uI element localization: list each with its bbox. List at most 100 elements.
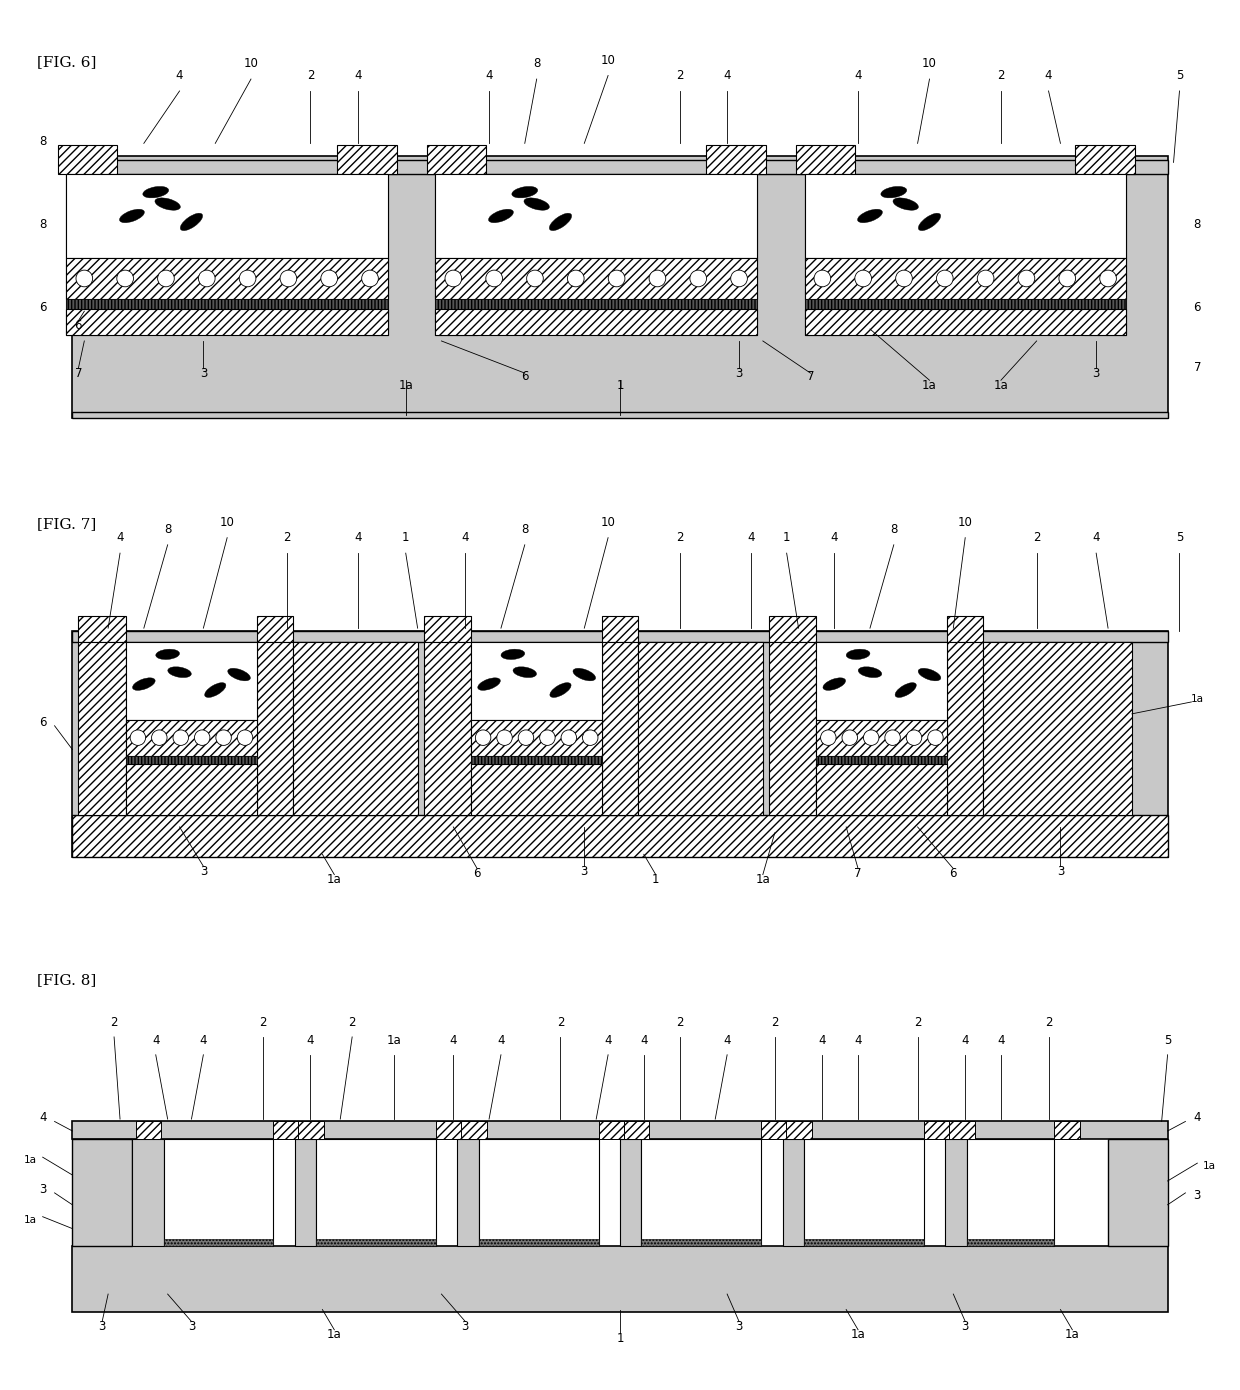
Circle shape bbox=[1018, 270, 1034, 286]
Circle shape bbox=[475, 730, 491, 745]
Circle shape bbox=[497, 730, 512, 745]
Bar bbox=[624, 1122, 650, 1140]
Circle shape bbox=[906, 730, 921, 745]
Bar bbox=[78, 616, 126, 642]
Bar bbox=[126, 720, 257, 756]
Ellipse shape bbox=[167, 667, 191, 677]
Bar bbox=[72, 815, 1168, 856]
Circle shape bbox=[195, 730, 210, 745]
Bar bbox=[479, 1240, 599, 1247]
Bar bbox=[1109, 1140, 1168, 1247]
Ellipse shape bbox=[513, 667, 537, 677]
Circle shape bbox=[445, 270, 461, 286]
Bar bbox=[57, 145, 117, 174]
Text: 2: 2 bbox=[306, 70, 314, 82]
Text: 4: 4 bbox=[306, 1034, 314, 1047]
Bar bbox=[707, 145, 766, 174]
Text: 3: 3 bbox=[187, 1319, 195, 1333]
Circle shape bbox=[928, 730, 944, 745]
Bar bbox=[72, 1140, 131, 1247]
Circle shape bbox=[76, 270, 93, 286]
Text: 4: 4 bbox=[723, 70, 730, 82]
Bar bbox=[816, 756, 947, 765]
Circle shape bbox=[649, 270, 666, 286]
Circle shape bbox=[1100, 270, 1116, 286]
Bar bbox=[435, 174, 477, 335]
Text: 4: 4 bbox=[818, 1034, 826, 1047]
Text: 4: 4 bbox=[831, 531, 838, 545]
Text: 2: 2 bbox=[997, 70, 1004, 82]
Ellipse shape bbox=[205, 682, 226, 698]
Text: 6: 6 bbox=[1194, 302, 1202, 314]
Text: 1: 1 bbox=[616, 378, 624, 392]
Text: 3: 3 bbox=[1194, 1188, 1202, 1202]
Bar bbox=[804, 1240, 924, 1247]
Ellipse shape bbox=[525, 197, 549, 210]
Ellipse shape bbox=[823, 678, 846, 691]
Bar bbox=[471, 756, 603, 765]
Bar bbox=[78, 642, 126, 815]
Text: 3: 3 bbox=[735, 367, 743, 379]
Text: 2: 2 bbox=[676, 1016, 683, 1029]
Bar bbox=[816, 642, 947, 720]
Text: 8: 8 bbox=[164, 523, 171, 537]
Text: 8: 8 bbox=[521, 523, 528, 537]
Circle shape bbox=[560, 730, 577, 745]
Ellipse shape bbox=[895, 682, 916, 698]
Ellipse shape bbox=[156, 649, 180, 659]
Bar bbox=[72, 160, 1168, 174]
Circle shape bbox=[239, 270, 255, 286]
Text: 6: 6 bbox=[38, 302, 46, 314]
Text: 4: 4 bbox=[854, 70, 862, 82]
Bar bbox=[67, 174, 108, 335]
Text: 6: 6 bbox=[521, 370, 528, 384]
Circle shape bbox=[198, 270, 215, 286]
Bar bbox=[72, 631, 1168, 856]
Circle shape bbox=[362, 270, 378, 286]
Bar bbox=[126, 642, 257, 720]
Bar bbox=[316, 1240, 436, 1247]
Text: 1a: 1a bbox=[1203, 1161, 1215, 1172]
Text: 1a: 1a bbox=[993, 378, 1008, 392]
Bar bbox=[947, 642, 983, 815]
Bar bbox=[641, 1240, 761, 1247]
Text: 10: 10 bbox=[923, 57, 937, 70]
Ellipse shape bbox=[573, 669, 595, 681]
Bar bbox=[298, 1122, 324, 1140]
Bar bbox=[967, 1240, 1054, 1247]
Bar bbox=[1075, 145, 1135, 174]
Bar bbox=[337, 145, 397, 174]
Bar bbox=[72, 631, 1168, 642]
Text: 4: 4 bbox=[748, 531, 755, 545]
Bar bbox=[424, 642, 471, 815]
Text: 1a: 1a bbox=[327, 1327, 342, 1341]
Text: 10: 10 bbox=[219, 516, 234, 528]
Bar bbox=[949, 1122, 975, 1140]
Text: 4: 4 bbox=[854, 1034, 862, 1047]
Text: 4: 4 bbox=[640, 1034, 647, 1047]
Circle shape bbox=[486, 270, 502, 286]
Circle shape bbox=[1059, 270, 1075, 286]
Bar bbox=[435, 299, 756, 309]
Text: 2: 2 bbox=[676, 531, 683, 545]
Text: 4: 4 bbox=[604, 1034, 611, 1047]
Ellipse shape bbox=[858, 210, 883, 222]
Text: 3: 3 bbox=[200, 367, 207, 379]
Bar bbox=[805, 174, 1126, 257]
Text: 1a: 1a bbox=[25, 1155, 37, 1165]
Bar bbox=[983, 642, 1132, 815]
Text: 3: 3 bbox=[200, 865, 207, 877]
Ellipse shape bbox=[133, 678, 155, 691]
Text: 1a: 1a bbox=[755, 873, 770, 885]
Text: 8: 8 bbox=[890, 523, 898, 537]
Text: 4: 4 bbox=[1092, 531, 1100, 545]
Bar bbox=[967, 1140, 1054, 1247]
Circle shape bbox=[583, 730, 598, 745]
Circle shape bbox=[895, 270, 913, 286]
Text: 4: 4 bbox=[176, 70, 184, 82]
Bar bbox=[346, 174, 388, 335]
Text: 3: 3 bbox=[38, 1183, 46, 1195]
Bar bbox=[295, 1140, 316, 1247]
Bar bbox=[805, 299, 1126, 309]
Text: 1: 1 bbox=[402, 531, 409, 545]
